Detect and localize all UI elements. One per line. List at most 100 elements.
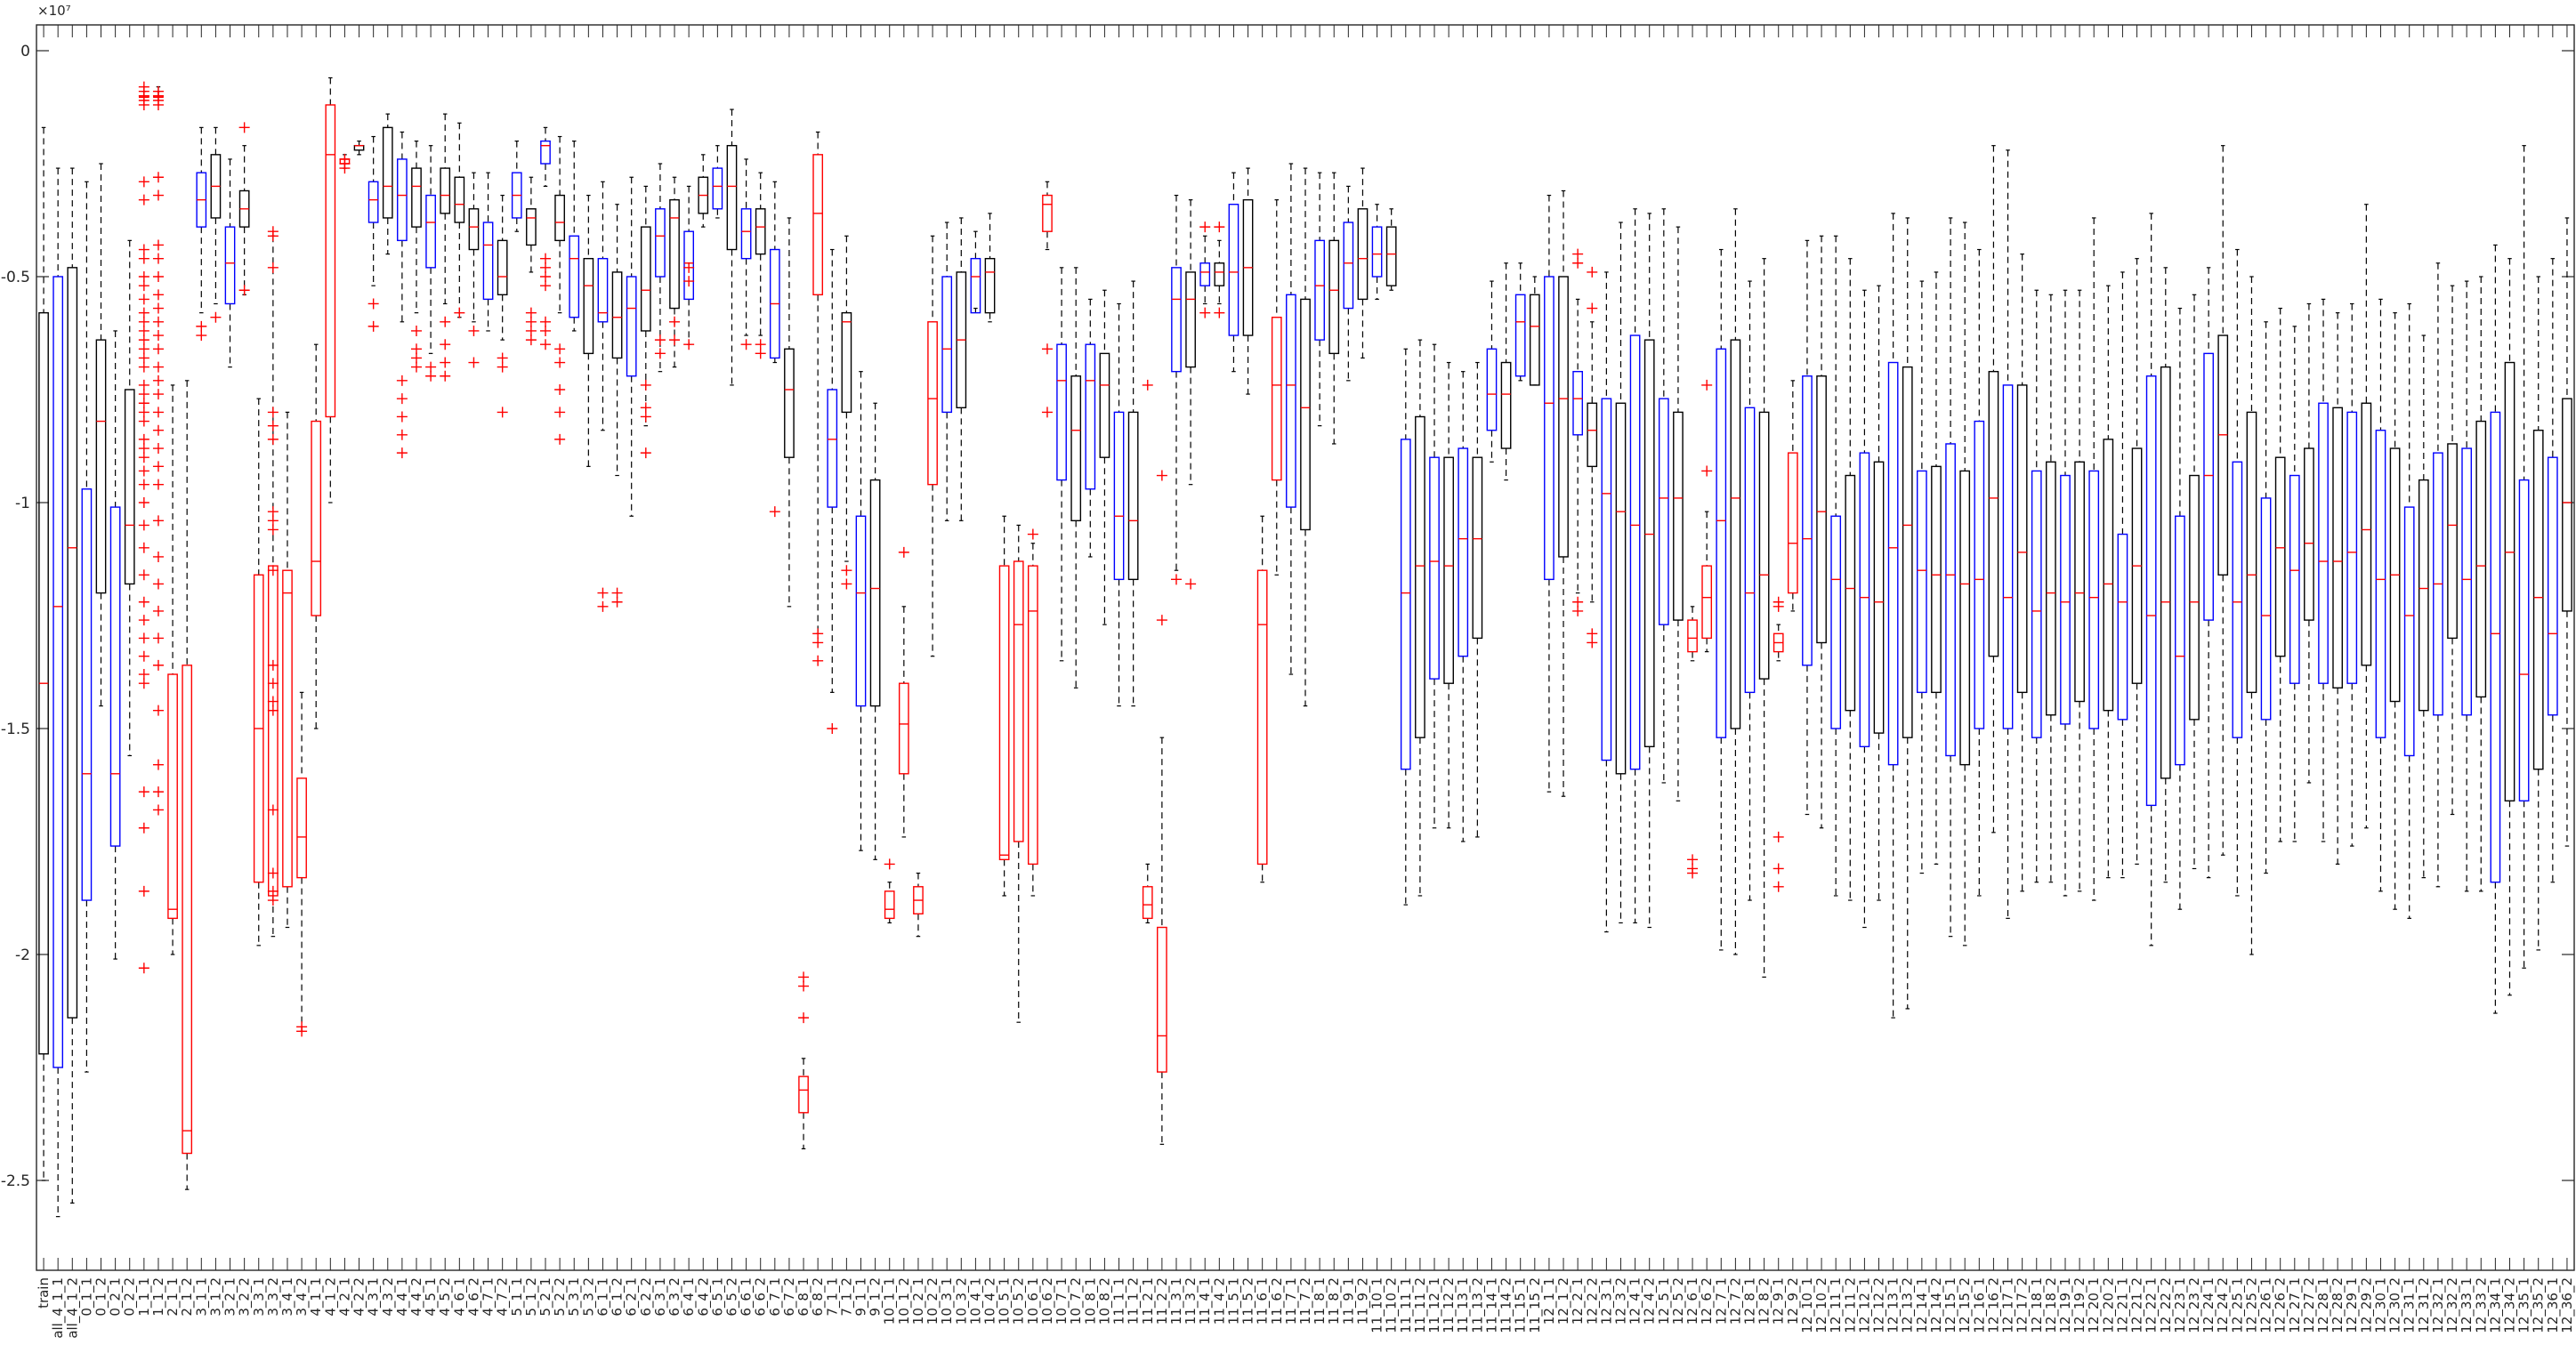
box-iqr <box>1658 398 1669 625</box>
x-tick-label: 12_9_2 <box>1785 1277 1802 1325</box>
box-3_4_1 <box>282 411 293 929</box>
box-11_1_1 <box>1113 302 1125 707</box>
box-12_32_2 <box>2447 285 2458 816</box>
box-iqr <box>2447 443 2458 640</box>
outlier-marker <box>554 384 566 395</box>
x-tick-label: 12_3_1 <box>1598 1277 1615 1325</box>
box-iqr <box>1500 361 1512 449</box>
x-tick-label: 12_1_2 <box>1555 1277 1572 1325</box>
x-tick-label: 11_15_2 <box>1527 1277 1544 1333</box>
box-11_10_1 <box>1371 204 1383 300</box>
outlier-marker <box>138 176 149 188</box>
box-iqr <box>941 276 953 414</box>
outlier-marker <box>525 325 537 336</box>
box-12_16_2 <box>1988 145 1999 834</box>
box-11_3_2 <box>1185 199 1197 590</box>
box-12_2_2 <box>1587 266 1598 648</box>
outlier-marker <box>769 506 780 518</box>
x-tick-label: 10_6_1 <box>1025 1277 1042 1325</box>
outlier-marker <box>138 452 149 463</box>
x-tick-label: 12_12_2 <box>1871 1277 1888 1333</box>
box-6_7_2 <box>784 217 795 608</box>
box-11_14_2 <box>1500 262 1512 481</box>
outlier-marker <box>1199 307 1211 318</box>
box-iqr <box>1544 276 1554 581</box>
x-tick-label: 1_1_1 <box>136 1277 153 1317</box>
outlier-marker <box>683 262 695 273</box>
x-tick-label: 6_8_2 <box>810 1277 827 1317</box>
x-tick-label: 6_1_1 <box>594 1277 611 1317</box>
box-5_2_2 <box>554 135 566 445</box>
outlier-marker <box>798 971 810 983</box>
x-tick-label: 11_10_1 <box>1369 1277 1386 1333</box>
x-tick-label: 12_4_2 <box>1642 1277 1659 1325</box>
outlier-marker <box>138 244 149 255</box>
x-tick-label: 6_6_1 <box>739 1277 755 1317</box>
box-11_11_1 <box>1400 348 1411 906</box>
x-tick-label: 12_17_1 <box>2000 1277 2017 1333</box>
box-iqr <box>1099 352 1110 458</box>
x-tick-label: 12_21_2 <box>2129 1277 2146 1333</box>
outlier-marker <box>138 519 149 531</box>
box-iqr <box>1085 343 1096 490</box>
x-tick-label: 12_7_1 <box>1713 1277 1730 1325</box>
box-12_3_1 <box>1601 271 1612 933</box>
box-iqr <box>597 257 609 323</box>
x-tick-label: 12_24_2 <box>2215 1277 2232 1333</box>
box-iqr <box>540 140 551 165</box>
x-tick-label: 9_1_1 <box>852 1277 869 1317</box>
box-12_16_1 <box>1974 248 1985 897</box>
box-11_3_1 <box>1170 194 1182 585</box>
box-iqr <box>1988 370 1999 657</box>
box-5_2_1 <box>540 126 552 350</box>
x-tick-label: 11_7_1 <box>1283 1277 1300 1325</box>
box-12_12_1 <box>1859 289 1870 929</box>
box-12_32_1 <box>2433 262 2443 888</box>
box-12_4_2 <box>1643 213 1655 929</box>
outlier-marker <box>267 524 279 536</box>
box-iqr <box>1514 294 1526 377</box>
x-tick-label: 11_3_1 <box>1168 1277 1185 1325</box>
box-0_1_1 <box>81 181 93 1073</box>
outlier-marker <box>196 330 207 342</box>
outlier-marker <box>540 339 552 350</box>
outlier-marker <box>1587 302 1598 314</box>
box-6_5_2 <box>726 109 738 386</box>
outlier-marker <box>138 194 149 205</box>
box-12_24_2 <box>2217 145 2229 856</box>
box-iqr <box>1687 619 1698 653</box>
box-iqr <box>1558 276 1569 558</box>
outlier-marker <box>396 375 408 386</box>
outlier-marker <box>396 447 408 459</box>
outlier-marker <box>267 420 279 431</box>
box-iqr <box>1157 926 1167 1073</box>
box-2_1_1 <box>167 384 178 955</box>
box-7_1_1 <box>827 248 838 734</box>
box-7_1_2 <box>841 235 852 590</box>
box-iqr <box>998 565 1010 861</box>
box-6_4_2 <box>698 154 709 228</box>
box-12_5_2 <box>1673 226 1684 801</box>
outlier-marker <box>152 515 164 527</box>
x-tick-label: 0_1_1 <box>78 1277 95 1317</box>
box-iqr <box>640 226 651 332</box>
outlier-marker <box>196 320 207 332</box>
outlier-marker <box>669 316 681 327</box>
outlier-marker <box>138 389 149 400</box>
x-tick-label: 6_4_2 <box>695 1277 712 1317</box>
box-5_3_1 <box>569 141 580 332</box>
outlier-marker <box>1214 221 1225 233</box>
outlier-marker <box>138 253 149 264</box>
box-iqr <box>2203 352 2214 621</box>
box-6_3_2 <box>669 176 681 368</box>
box-iqr <box>526 208 537 246</box>
outlier-marker <box>152 330 164 342</box>
outlier-marker <box>497 352 508 364</box>
box-12_36_1 <box>2547 258 2558 883</box>
box-iqr <box>67 267 78 1019</box>
box-iqr <box>81 488 93 901</box>
x-tick-label: 12_27_1 <box>2287 1277 2304 1333</box>
outlier-marker <box>755 339 766 350</box>
box-0_2_2 <box>124 239 135 757</box>
box-12_14_2 <box>1931 271 1942 866</box>
